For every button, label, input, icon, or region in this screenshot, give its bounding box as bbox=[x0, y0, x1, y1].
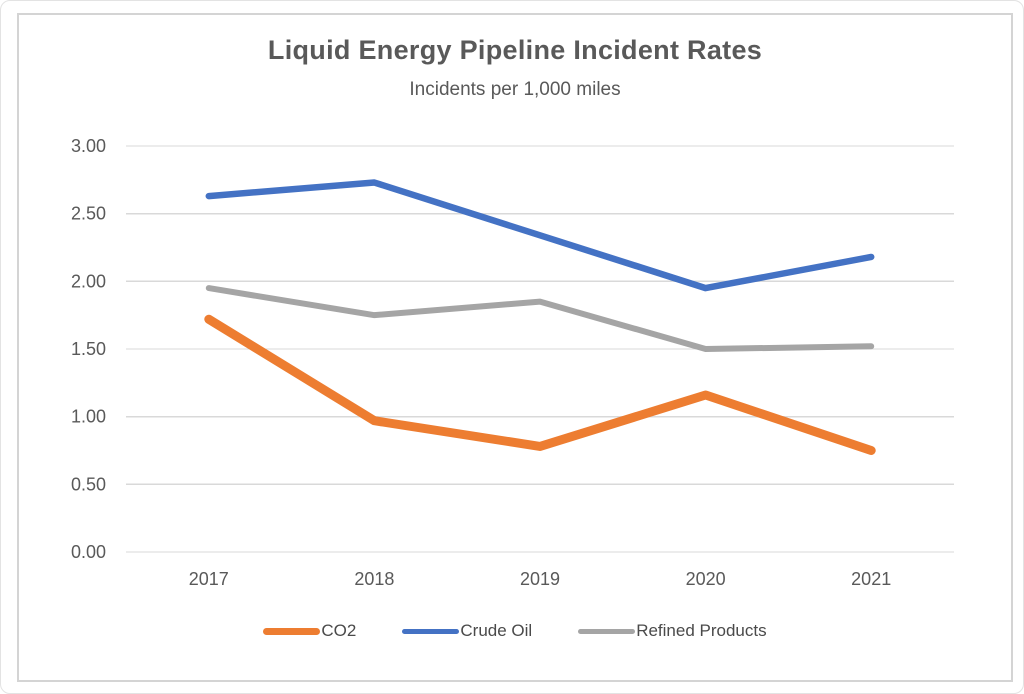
legend-swatch-refined-products bbox=[578, 628, 636, 634]
legend-label: CO2 bbox=[321, 621, 357, 640]
chart-frame: 0.00 0.50 1.00 1.50 2.00 2.50 3.00 2017 2018 2019… bbox=[17, 13, 1013, 682]
y-axis-tick-label: 1.00 bbox=[71, 407, 106, 427]
chart-title: Liquid Energy Pipeline Incident Rates bbox=[267, 35, 763, 65]
line-chart-plot: 0.00 0.50 1.00 1.50 2.00 2.50 3.00 2017 2018 2019… bbox=[71, 136, 954, 589]
series-line-refined-products bbox=[205, 285, 875, 352]
x-axis-tick-label: 2019 bbox=[520, 569, 560, 589]
y-axis-tick-label: 2.50 bbox=[71, 204, 106, 224]
series-line-crude-oil bbox=[205, 179, 875, 292]
chart-subtitle: Incidents per 1,000 miles bbox=[409, 79, 621, 100]
legend-swatch-co2 bbox=[263, 627, 321, 635]
x-axis-tick-label: 2021 bbox=[851, 569, 891, 589]
legend-swatch-crude-oil bbox=[402, 628, 460, 634]
legend-item-co2: CO2 bbox=[263, 621, 356, 641]
legend-item-crude-oil: Crude Oil bbox=[402, 621, 532, 641]
y-axis-tick-label: 2.00 bbox=[71, 271, 106, 291]
x-axis-tick-label: 2020 bbox=[686, 569, 726, 589]
x-axis-tick-label: 2017 bbox=[189, 569, 229, 589]
y-axis-tick-label: 3.00 bbox=[71, 136, 106, 156]
series-line-co2 bbox=[204, 314, 876, 455]
x-axis-tick-label: 2018 bbox=[354, 569, 394, 589]
y-axis-tick-label: 1.50 bbox=[71, 339, 106, 359]
y-axis-tick-label: 0.00 bbox=[71, 542, 106, 562]
y-axis-tick-label: 0.50 bbox=[71, 474, 106, 494]
legend-item-refined-products: Refined Products bbox=[578, 621, 767, 641]
legend-label: Crude Oil bbox=[460, 621, 533, 640]
chart-legend: CO2 Crude Oil Refined Products bbox=[19, 621, 1011, 641]
legend-label: Refined Products bbox=[636, 621, 767, 640]
